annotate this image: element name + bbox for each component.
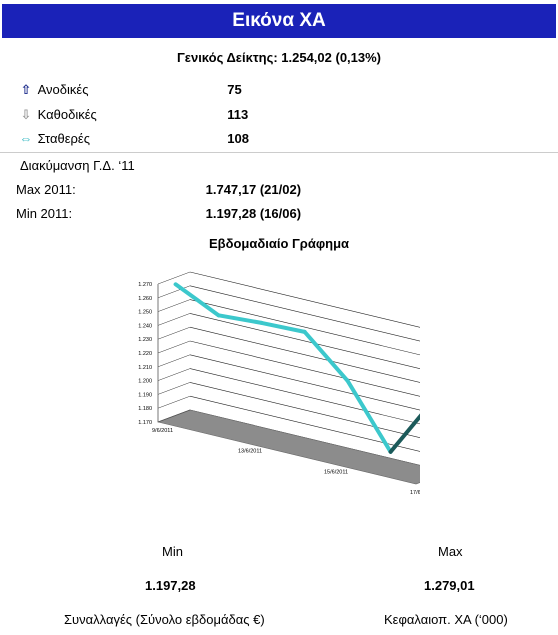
chart-gridline: [189, 326, 420, 383]
x-tick-label: 13/6/2011: [238, 449, 262, 455]
transactions-label: Συναλλαγές (Σύνολο εβδομάδας €): [64, 612, 265, 627]
y-tick-label: 1.230: [138, 337, 152, 343]
advancing-value: 75: [227, 82, 242, 97]
series-segment: [216, 313, 264, 325]
y-tick-label: 1.260: [138, 296, 152, 302]
chart-gridline: [189, 285, 420, 342]
yearly-max-label: Max 2011:: [16, 182, 76, 197]
summary-min-value: 1.197,28: [145, 578, 196, 593]
capitalization-label: Κεφαλαιοπ. ΧΑ (‘000): [384, 612, 508, 627]
chart-gridline-side: [157, 271, 191, 285]
unchanged-row: ⇔ Σταθερές 108: [18, 129, 249, 149]
chart-gridline: [189, 313, 420, 369]
yearly-min-value: 1.197,28 (16/06): [205, 206, 302, 221]
summary-max-label: Max: [438, 544, 463, 559]
arrow-down-icon: ⇩: [20, 107, 32, 122]
y-tick-label: 1.200: [138, 379, 152, 385]
advancing-row: ⇧ Ανοδικές 75: [18, 80, 242, 100]
summary-min-label: Min: [162, 544, 183, 559]
chart-gridline: [189, 354, 420, 411]
chart-series: [173, 282, 420, 454]
chart-title: Εβδομαδιαίο Γράφημα: [208, 236, 350, 251]
y-tick-label: 1.170: [138, 420, 152, 426]
general-index-line: Γενικός Δείκτης: 1.254,02 (0,13%): [176, 50, 382, 65]
chart-gridline-side: [157, 368, 191, 381]
chart-gridline-side: [157, 313, 191, 326]
divider: [0, 152, 558, 153]
series-segment: [259, 320, 307, 334]
chart-gridline: [189, 395, 420, 452]
x-tick-label: 9/6/2011: [152, 428, 173, 434]
x-tick-label: 17/6/2011: [410, 490, 420, 496]
series-segment: [173, 282, 221, 318]
y-tick-label: 1.210: [138, 365, 152, 371]
chart-gridline-side: [157, 299, 191, 312]
arrow-up-icon: ⇧: [20, 82, 32, 97]
chart-gridline: [189, 340, 420, 397]
y-tick-label: 1.240: [138, 323, 152, 329]
y-tick-label: 1.190: [138, 392, 152, 398]
x-tick-label: 15/6/2011: [324, 469, 348, 475]
chart-gridline-side: [157, 395, 191, 409]
chart-gridline: [189, 299, 420, 356]
advancing-label: Ανοδικές: [37, 82, 89, 97]
unchanged-value: 108: [227, 131, 249, 146]
chart-grid: [157, 271, 420, 466]
chart-gridline-side: [157, 340, 191, 354]
yearly-max-row: Max 2011: 1.747,17 (21/02): [16, 181, 301, 199]
y-tick-label: 1.220: [138, 351, 152, 357]
chart-gridline: [189, 368, 420, 425]
declining-value: 113: [227, 107, 249, 122]
y-tick-label: 1.180: [138, 406, 152, 412]
y-tick-label: 1.270: [138, 282, 152, 288]
yearly-max-value: 1.747,17 (21/02): [205, 182, 302, 197]
chart-labels: 1.170 1.180 1.190 1.200 1.210 1.220 1.230 1.240…: [138, 282, 420, 496]
page-title: Εικόνα ΧΑ: [2, 4, 556, 38]
series-segment: [302, 329, 350, 383]
declining-label: Καθοδικές: [37, 107, 97, 122]
unchanged-label: Σταθερές: [37, 131, 90, 146]
chart-axes: [156, 284, 420, 485]
yearly-min-label: Min 2011:: [16, 206, 73, 221]
chart-gridline-side: [157, 285, 191, 299]
chart-gridline-side: [157, 354, 191, 368]
weekly-line-chart: 1.170 1.180 1.190 1.200 1.210 1.220 1.230 1.240…: [138, 271, 420, 496]
y-tick-label: 1.250: [138, 310, 152, 316]
series-segment: [345, 378, 393, 454]
arrow-left-right-icon: ⇔: [19, 131, 33, 146]
chart-depth-axis-line: [157, 409, 191, 423]
chart-gridline-side: [157, 382, 191, 395]
chart-gridline: [189, 271, 420, 328]
yearly-min-row: Min 2011: 1.197,28 (16/06): [16, 205, 301, 223]
series-segment: [388, 413, 420, 454]
chart-gridline-side: [157, 326, 191, 340]
summary-max-value: 1.279,01: [424, 578, 475, 593]
declining-row: ⇩ Καθοδικές 113: [18, 105, 249, 125]
yearly-range-title: Διακύμανση Γ.Δ. ‘11: [20, 158, 135, 173]
chart-floor: [156, 409, 420, 485]
